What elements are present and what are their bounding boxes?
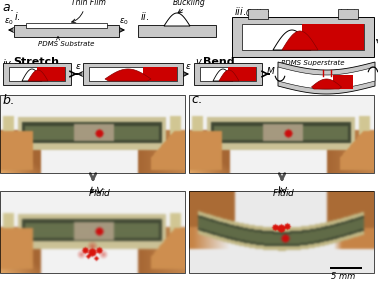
Text: $\varepsilon_0$: $\varepsilon_0$ xyxy=(4,16,14,27)
Polygon shape xyxy=(311,79,341,89)
Bar xyxy=(138,25,216,37)
Bar xyxy=(248,9,268,19)
Text: 5 mm: 5 mm xyxy=(331,272,355,281)
Bar xyxy=(89,67,177,81)
Polygon shape xyxy=(22,69,42,81)
Bar xyxy=(26,23,107,27)
Polygon shape xyxy=(105,69,151,81)
Bar xyxy=(242,24,364,50)
Bar xyxy=(194,63,262,85)
Bar xyxy=(0,191,185,273)
Text: $M$: $M$ xyxy=(266,65,276,76)
Text: Inlet: Inlet xyxy=(339,9,356,18)
Bar xyxy=(338,9,358,19)
Text: PDMS Superstrate: PDMS Superstrate xyxy=(281,60,345,66)
Bar xyxy=(83,63,183,85)
Bar xyxy=(333,75,353,89)
Polygon shape xyxy=(164,13,190,26)
Bar xyxy=(14,25,119,37)
Polygon shape xyxy=(213,69,233,81)
Text: $v.$: $v.$ xyxy=(195,57,205,67)
Polygon shape xyxy=(28,70,48,81)
Text: $c.$: $c.$ xyxy=(191,93,203,106)
Text: $\varepsilon_0$: $\varepsilon_0$ xyxy=(119,16,129,27)
Text: $iii.$: $iii.$ xyxy=(234,5,246,17)
Polygon shape xyxy=(278,67,375,89)
Text: $M$: $M$ xyxy=(377,65,378,76)
Text: $Fluid$: $Fluid$ xyxy=(272,187,296,198)
Polygon shape xyxy=(219,70,239,81)
Text: Stretch: Stretch xyxy=(13,57,59,67)
Text: PDMS Substrate: PDMS Substrate xyxy=(38,41,94,47)
Polygon shape xyxy=(273,30,311,50)
Bar xyxy=(330,267,362,269)
Bar xyxy=(189,191,374,273)
Text: $a.$: $a.$ xyxy=(2,1,14,14)
Bar xyxy=(37,67,65,81)
Bar xyxy=(232,17,374,57)
Bar xyxy=(9,67,65,81)
Bar xyxy=(3,63,71,85)
Polygon shape xyxy=(282,31,318,50)
Text: $\varepsilon$: $\varepsilon$ xyxy=(185,62,191,71)
Text: Buckling: Buckling xyxy=(173,0,205,7)
Text: Bend: Bend xyxy=(203,57,235,67)
Bar xyxy=(302,24,364,50)
Text: $\varepsilon$: $\varepsilon$ xyxy=(75,62,81,71)
Bar xyxy=(143,67,177,81)
Text: $Fluid$: $Fluid$ xyxy=(88,187,112,198)
Bar xyxy=(189,95,374,173)
Bar xyxy=(0,95,185,173)
Bar xyxy=(228,67,256,81)
Polygon shape xyxy=(278,62,375,94)
Text: $b.$: $b.$ xyxy=(2,93,15,107)
Bar xyxy=(200,67,256,81)
Text: $iv.$: $iv.$ xyxy=(2,57,14,69)
Text: Outlet: Outlet xyxy=(246,9,270,18)
Text: Thin Film: Thin Film xyxy=(71,0,105,7)
Text: $ii.$: $ii.$ xyxy=(140,10,149,22)
Text: $i.$: $i.$ xyxy=(14,10,21,22)
